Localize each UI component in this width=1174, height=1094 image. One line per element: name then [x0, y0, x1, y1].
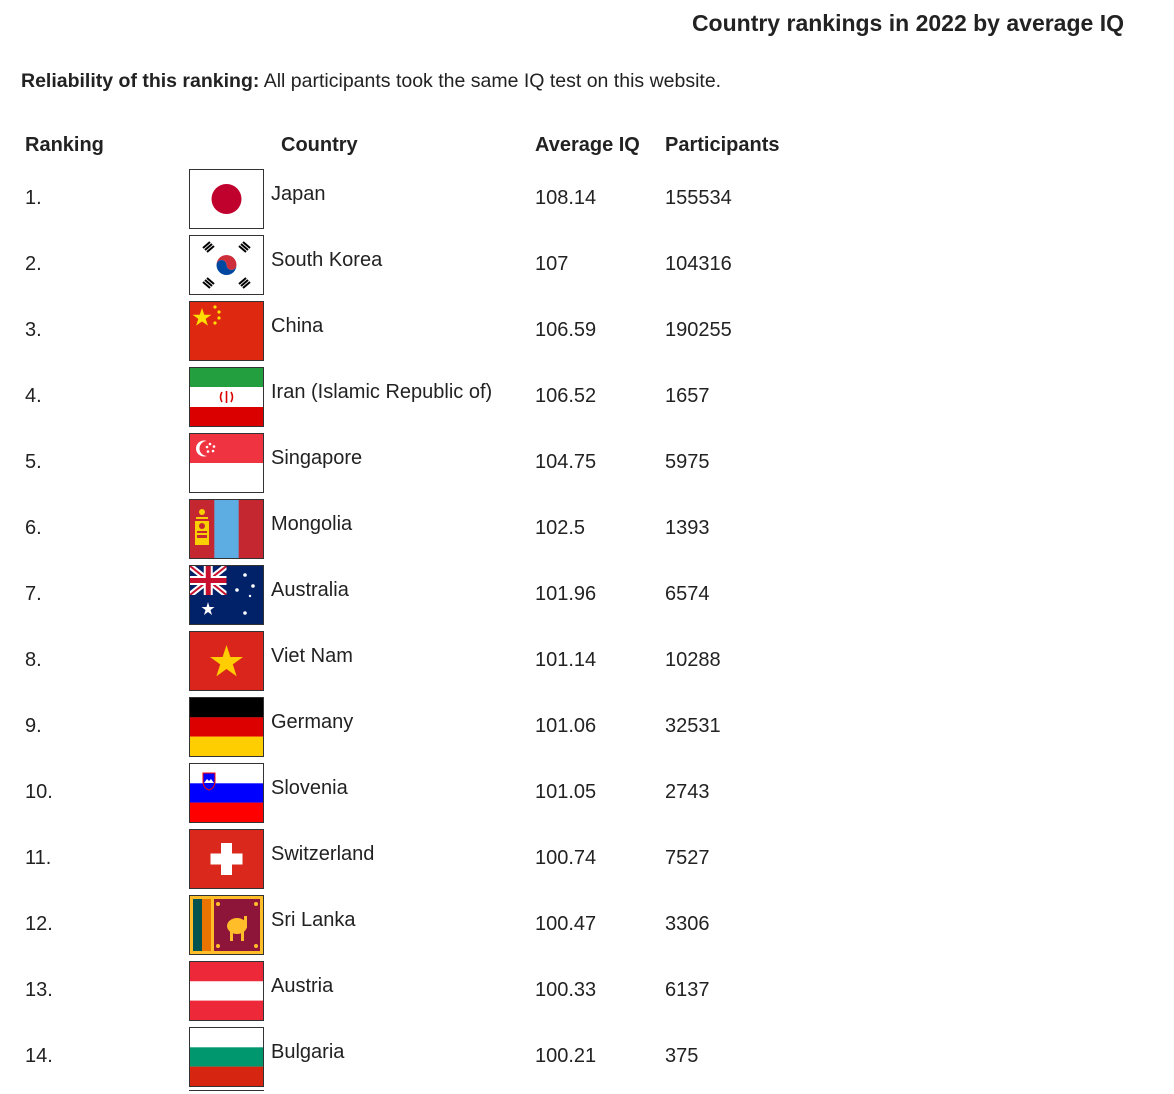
- rank-cell: 1.: [25, 187, 42, 209]
- table-row: 5. Singapore 104.75 5975: [0, 431, 1174, 497]
- average-iq-cell: 100.33: [535, 979, 597, 1001]
- table-row: 4. Iran (Islamic Republic of) 106.52 1657: [0, 365, 1174, 431]
- participants-cell: 375: [665, 1045, 699, 1067]
- country-name-cell: South Korea: [271, 249, 383, 271]
- rank-cell: 6.: [25, 517, 42, 539]
- average-iq-cell: 101.05: [535, 781, 597, 803]
- participants-cell: 155534: [665, 187, 732, 209]
- singapore-flag: [189, 433, 264, 493]
- table-row: 14. Bulgaria 100.21 375: [0, 1025, 1174, 1091]
- table-row: 3. China 106.59 190255: [0, 299, 1174, 365]
- rank-cell: 2.: [25, 253, 42, 275]
- average-iq-cell: 104.75: [535, 451, 597, 473]
- participants-cell: 10288: [665, 649, 721, 671]
- average-iq-cell: 107: [535, 253, 569, 275]
- table-row: 8. Viet Nam 101.14 10288: [0, 629, 1174, 695]
- sri-lanka-flag: [189, 895, 264, 955]
- participants-cell: 3306: [665, 913, 710, 935]
- participants-cell: 1393: [665, 517, 710, 539]
- country-name-cell: Japan: [271, 183, 326, 205]
- germany-flag: [189, 697, 264, 757]
- country-name-cell: Switzerland: [271, 843, 375, 865]
- reliability-text: All participants took the same IQ test o…: [259, 70, 722, 92]
- rank-cell: 8.: [25, 649, 42, 671]
- vietnam-flag: [189, 631, 264, 691]
- average-iq-cell: 101.96: [535, 583, 597, 605]
- country-name-cell: Austria: [271, 975, 334, 997]
- average-iq-cell: 100.21: [535, 1045, 597, 1067]
- participants-cell: 6137: [665, 979, 710, 1001]
- table-row: 6. Mongolia 102.5 1393: [0, 497, 1174, 563]
- japan-flag: [189, 169, 264, 229]
- participants-cell: 104316: [665, 253, 732, 275]
- average-iq-cell: 106.52: [535, 385, 597, 407]
- country-name-cell: Germany: [271, 711, 354, 733]
- country-name-cell: Viet Nam: [271, 645, 353, 667]
- rank-cell: 5.: [25, 451, 42, 473]
- table-row: 13. Austria 100.33 6137: [0, 959, 1174, 1025]
- rank-cell: 11.: [25, 847, 52, 869]
- next-row-flag-edge: [189, 1090, 264, 1094]
- country-name-cell: Slovenia: [271, 777, 348, 799]
- reliability-label: Reliability of this ranking:: [21, 70, 260, 92]
- rank-cell: 3.: [25, 319, 42, 341]
- rank-cell: 13.: [25, 979, 53, 1001]
- table-row: 9. Germany 101.06 32531: [0, 695, 1174, 761]
- participants-cell: 5975: [665, 451, 710, 473]
- table-row: 1. Japan 108.14 155534: [0, 167, 1174, 233]
- table-row: 7. Australia 101.96 6574: [0, 563, 1174, 629]
- reliability-note: Reliability of this ranking: All partici…: [21, 70, 721, 93]
- iran-flag: [189, 367, 264, 427]
- rank-cell: 7.: [25, 583, 42, 605]
- average-iq-cell: 100.47: [535, 913, 597, 935]
- page-title: Country rankings in 2022 by average IQ: [691, 10, 1124, 36]
- participants-cell: 2743: [665, 781, 710, 803]
- average-iq-cell: 101.14: [535, 649, 597, 671]
- participants-cell: 190255: [665, 319, 732, 341]
- switzerland-flag: [189, 829, 264, 889]
- rank-cell: 4.: [25, 385, 42, 407]
- header-average-iq: Average IQ: [535, 134, 640, 156]
- country-name-cell: Sri Lanka: [271, 909, 356, 931]
- country-name-cell: Australia: [271, 579, 349, 601]
- bulgaria-flag: [189, 1027, 264, 1087]
- slovenia-flag: [189, 763, 264, 823]
- average-iq-cell: 101.06: [535, 715, 597, 737]
- average-iq-cell: 102.5: [535, 517, 586, 539]
- header-country: Country: [281, 134, 358, 156]
- participants-cell: 7527: [665, 847, 710, 869]
- country-name-cell: Mongolia: [271, 513, 353, 535]
- rank-cell: 9.: [25, 715, 42, 737]
- country-name-cell: Bulgaria: [271, 1041, 345, 1063]
- china-flag: [189, 301, 264, 361]
- average-iq-cell: 108.14: [535, 187, 597, 209]
- country-name-cell: China: [271, 315, 324, 337]
- average-iq-cell: 106.59: [535, 319, 597, 341]
- country-name-cell: Iran (Islamic Republic of): [271, 381, 493, 403]
- rank-cell: 10.: [25, 781, 53, 803]
- header-participants: Participants: [665, 134, 780, 156]
- mongolia-flag: [189, 499, 264, 559]
- participants-cell: 32531: [665, 715, 721, 737]
- table-row: 12. Sri Lanka 100.47 3306: [0, 893, 1174, 959]
- header-ranking: Ranking: [25, 134, 104, 156]
- south-korea-flag: [189, 235, 264, 295]
- country-name-cell: Singapore: [271, 447, 363, 469]
- australia-flag: [189, 565, 264, 625]
- average-iq-cell: 100.74: [535, 847, 597, 869]
- rank-cell: 14.: [25, 1045, 53, 1067]
- austria-flag: [189, 961, 264, 1021]
- table-row: 11. Switzerland 100.74 7527: [0, 827, 1174, 893]
- participants-cell: 6574: [665, 583, 710, 605]
- participants-cell: 1657: [665, 385, 710, 407]
- table-row: 2. South Korea 107 104316: [0, 233, 1174, 299]
- table-row: 10. Slovenia 101.05 2743: [0, 761, 1174, 827]
- rank-cell: 12.: [25, 913, 53, 935]
